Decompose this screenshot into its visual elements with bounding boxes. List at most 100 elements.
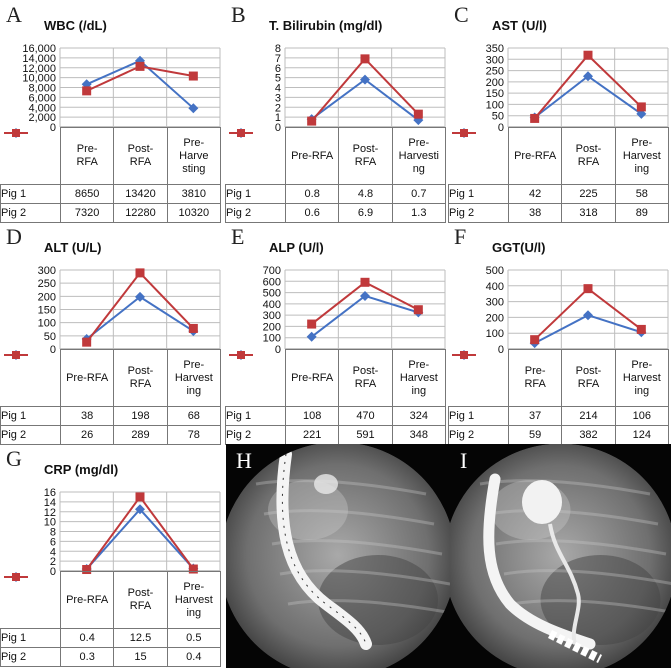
table-value: 58 (614, 184, 669, 204)
panel-letter: G (6, 446, 22, 471)
table-row-pig-2: Pig 2 0.6 6.9 1.3 (225, 128, 446, 223)
x-tick-label: Pre-RFA (59, 127, 115, 185)
x-tick-label-line: RFA (76, 156, 98, 168)
x-tick-label-line: sting (182, 162, 206, 175)
x-tick-label-line: RFA (129, 156, 152, 168)
y-tick-label: 8 (50, 527, 56, 539)
chart-title: CRP (mg/dl) (44, 462, 119, 477)
x-tick-label-line: Pre- (631, 136, 653, 149)
y-tick-label: 2,000 (28, 112, 56, 124)
chart-title: ALT (U/L) (44, 240, 102, 255)
x-tick-label-line: Post- (127, 365, 154, 377)
table-value: 38 (59, 406, 115, 426)
table-value: 15 (113, 647, 168, 667)
legend-label: Pig 1 (449, 409, 475, 422)
x-tick-label: Pre-RFA (507, 349, 563, 407)
x-tick-label: Post- RFA (561, 349, 616, 407)
bile-duct (548, 523, 581, 645)
legend-cell: Pig 2 (0, 350, 61, 445)
x-tick-label-line: Pre- (524, 365, 546, 377)
y-tick-label: 300 (263, 310, 281, 322)
x-tick-label-line: ing (634, 384, 650, 397)
x-tick-label-line: Pre- (76, 143, 98, 155)
table-value: 78 (166, 425, 221, 445)
y-tick-label: 300 (486, 297, 504, 309)
table-value: 42 (507, 184, 563, 204)
xray-image-i: I (450, 444, 671, 668)
data-table: Pre- RFA Post- RFA Pre- Harvest ing Pig 1 37 214… (448, 349, 669, 445)
y-tick-label: 100 (263, 333, 281, 345)
data-point (188, 564, 198, 574)
data-point (413, 109, 423, 119)
panel-letter: E (231, 224, 245, 249)
data-point (583, 71, 593, 82)
y-tick-label: 250 (38, 278, 56, 290)
data-point (583, 284, 593, 294)
table-value: 0.5 (166, 628, 221, 648)
legend-label: Pig 1 (1, 631, 27, 644)
data-point (135, 61, 145, 71)
y-tick-label: 3 (275, 92, 281, 104)
table-value: 3810 (166, 184, 221, 204)
y-tick-label: 100 (38, 318, 56, 330)
y-tick-label: 300 (38, 265, 56, 277)
series-line-1 (534, 74, 642, 119)
legend-label: Pig 2 (449, 206, 475, 219)
legend-cell: Pig 1 (448, 349, 509, 426)
y-tick-label: 7 (275, 53, 281, 65)
y-tick-label: 4 (275, 83, 281, 95)
table-corner-cell (0, 571, 61, 629)
chart-title: ALP (U/l) (269, 240, 324, 255)
y-tick-label: 400 (263, 299, 281, 311)
y-tick-label: 8 (275, 43, 281, 55)
y-tick-label: 100 (486, 328, 504, 340)
data-point (413, 305, 423, 315)
legend-label: Pig 1 (1, 409, 27, 422)
x-tick-label: Post- RFA (561, 127, 616, 185)
table-row-pig-2: Pig 2 26 289 78 (0, 350, 221, 445)
y-tick-label: 6 (275, 63, 281, 75)
x-tick-label: Post- RFA (338, 349, 393, 407)
table-value: 7320 (59, 203, 115, 223)
x-tick-label-line: Pre-RFA (291, 149, 334, 162)
legend-label: Pig 2 (226, 206, 252, 219)
y-tick-label: 250 (486, 66, 504, 78)
data-point (583, 310, 593, 321)
panel-letter: D (6, 224, 22, 249)
legend-cell: Pig 1 (225, 349, 286, 426)
table-value: 89 (614, 203, 669, 223)
table-row-pig-1: Pig 1 8650 13420 3810 (0, 127, 221, 204)
y-tick-label: 4,000 (28, 102, 56, 114)
chart-title: WBC (/dL) (44, 18, 107, 33)
panel-letter: F (454, 224, 467, 249)
data-point (135, 291, 145, 302)
data-point (530, 113, 540, 123)
table-row-pig-1: Pig 1 37 214 106 (448, 349, 669, 426)
x-tick-label-line: Post- (575, 143, 602, 155)
y-tick-label: 10 (44, 517, 56, 529)
field-mask (450, 444, 671, 668)
legend-cell: Pig 2 (0, 128, 61, 223)
data-point (306, 331, 317, 342)
table-value: 382 (561, 425, 616, 445)
y-tick-label: 6 (50, 536, 56, 548)
x-tick-label-line: Harve (179, 149, 209, 162)
table-value: 214 (561, 406, 616, 426)
y-tick-label: 4 (50, 546, 56, 558)
image-letter: I (460, 448, 468, 473)
legend-cell: Pig 1 (0, 349, 61, 426)
data-table: Pre-RFA Post- RFA Pre- Harvest ing Pig 1 42 225… (448, 127, 669, 223)
table-value: 4.8 (338, 184, 393, 204)
x-tick-label-line: RFA (129, 600, 152, 612)
data-point (530, 335, 540, 345)
table-value: 106 (614, 406, 669, 426)
x-tick-label-line: Harvest (174, 593, 213, 606)
data-point (307, 116, 317, 126)
series-line-1 (85, 507, 195, 570)
